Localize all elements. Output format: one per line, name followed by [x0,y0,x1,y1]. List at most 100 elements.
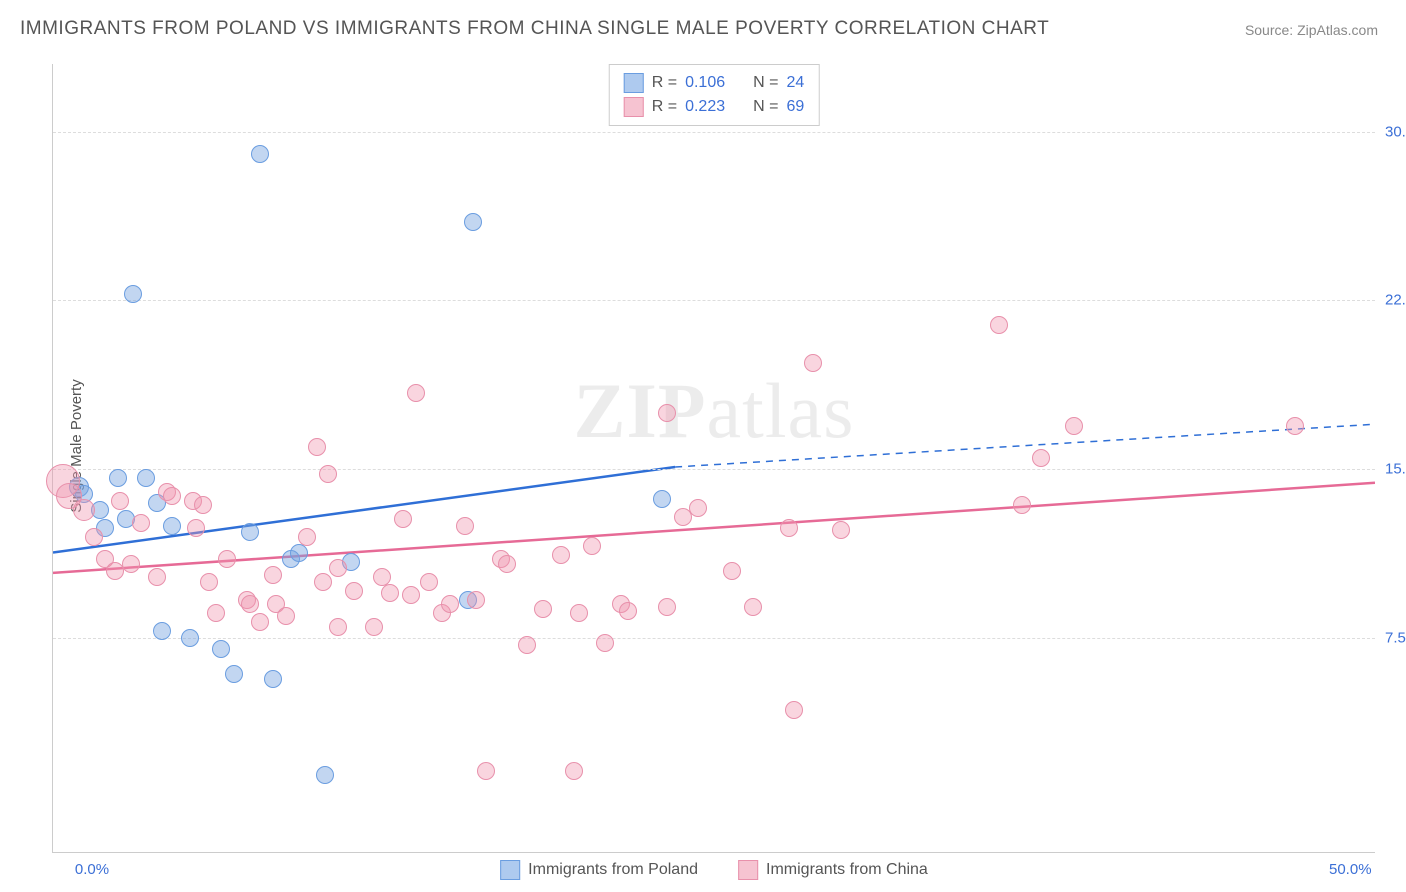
data-point [570,604,588,622]
data-point [467,591,485,609]
data-point [85,528,103,546]
n-value-china: 69 [786,95,804,119]
data-point [319,465,337,483]
correlation-stats-box: R = 0.106 N = 24 R = 0.223 N = 69 [609,64,820,126]
data-point [207,604,225,622]
data-point [456,517,474,535]
data-point [518,636,536,654]
data-point [498,555,516,573]
gridline [53,638,1375,639]
legend-swatch-poland [500,860,520,880]
data-point [689,499,707,517]
data-point [251,613,269,631]
data-point [241,595,259,613]
r-value-poland: 0.106 [685,71,725,95]
x-tick-label-left: 0.0% [75,861,109,878]
swatch-china [624,97,644,117]
legend-item-poland: Immigrants from Poland [500,860,698,880]
data-point [565,762,583,780]
data-point [109,469,127,487]
data-point [264,566,282,584]
data-point [163,487,181,505]
data-point [407,384,425,402]
data-point [785,701,803,719]
y-tick-label: 30.0% [1385,123,1406,140]
data-point [832,521,850,539]
legend-item-china: Immigrants from China [738,860,928,880]
data-point [187,519,205,537]
data-point [477,762,495,780]
data-point [153,622,171,640]
data-point [225,665,243,683]
legend-label-poland: Immigrants from Poland [528,861,698,879]
data-point [381,584,399,602]
y-tick-label: 7.5% [1385,630,1406,647]
data-point [464,213,482,231]
data-point [596,634,614,652]
source-label: Source: ZipAtlas.com [1245,22,1378,38]
watermark-bold: ZIP [574,367,707,454]
n-label: N = [753,71,778,95]
y-tick-label: 15.0% [1385,461,1406,478]
data-point [264,670,282,688]
data-point [148,568,166,586]
data-point [194,496,212,514]
data-point [583,537,601,555]
swatch-poland [624,73,644,93]
x-tick-label-right: 50.0% [1329,861,1372,878]
data-point [441,595,459,613]
data-point [122,555,140,573]
stats-row-china: R = 0.223 N = 69 [624,95,805,119]
data-point [1286,417,1304,435]
gridline [53,132,1375,133]
gridline [53,300,1375,301]
data-point [277,607,295,625]
legend-swatch-china [738,860,758,880]
stats-row-poland: R = 0.106 N = 24 [624,71,805,95]
data-point [990,316,1008,334]
bottom-legend: Immigrants from Poland Immigrants from C… [500,860,928,880]
data-point [658,598,676,616]
r-label: R = [652,71,677,95]
data-point [1013,496,1031,514]
data-point [241,523,259,541]
data-point [251,145,269,163]
data-point [1065,417,1083,435]
data-point [329,618,347,636]
data-point [111,492,129,510]
data-point [402,586,420,604]
data-point [394,510,412,528]
data-point [290,544,308,562]
data-point [218,550,236,568]
data-point [73,499,95,521]
watermark: ZIPatlas [574,366,855,456]
data-point [345,582,363,600]
data-point [212,640,230,658]
r-label: R = [652,95,677,119]
n-label: N = [753,95,778,119]
data-point [181,629,199,647]
data-point [1032,449,1050,467]
legend-label-china: Immigrants from China [766,861,928,879]
data-point [365,618,383,636]
data-point [329,559,347,577]
data-point [619,602,637,620]
trend-lines [53,64,1375,852]
r-value-china: 0.223 [685,95,725,119]
data-point [744,598,762,616]
data-point [653,490,671,508]
chart-title: IMMIGRANTS FROM POLAND VS IMMIGRANTS FRO… [20,18,1049,40]
y-tick-label: 22.5% [1385,292,1406,309]
data-point [314,573,332,591]
data-point [658,404,676,422]
gridline [53,469,1375,470]
watermark-rest: atlas [707,367,855,454]
data-point [723,562,741,580]
data-point [804,354,822,372]
data-point [308,438,326,456]
data-point [163,517,181,535]
data-point [137,469,155,487]
data-point [420,573,438,591]
n-value-poland: 24 [786,71,804,95]
data-point [780,519,798,537]
